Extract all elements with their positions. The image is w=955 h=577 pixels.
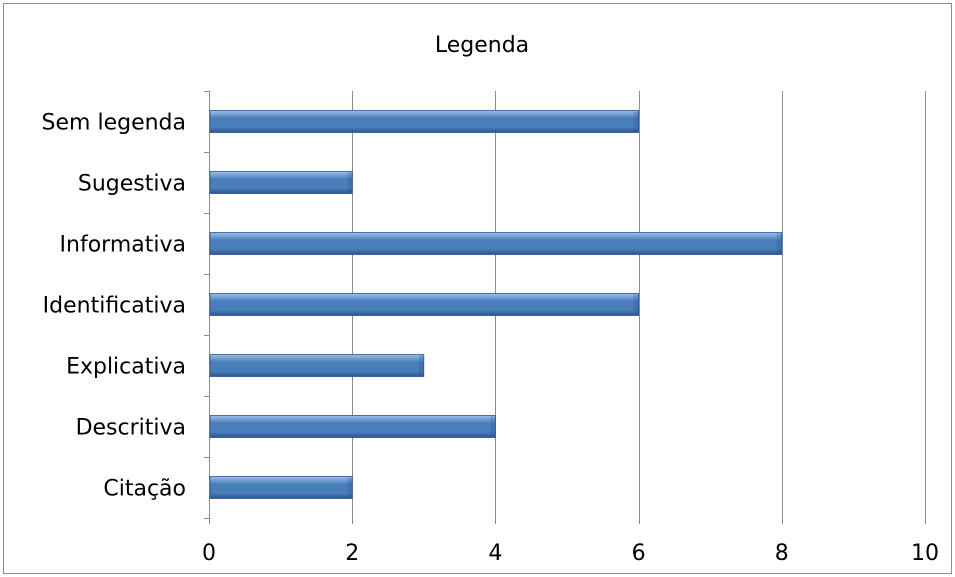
bar-sem-legenda: [209, 110, 640, 133]
category-label: Descritiva: [76, 416, 186, 441]
bar-end-shade: [490, 416, 496, 437]
bar-sugestiva: [209, 171, 353, 194]
category-label: Sugestiva: [78, 172, 186, 197]
x-tick-label-0: 0: [202, 541, 216, 566]
label-layer: 0 2 4 6 8 10 Sem legenda Sugestiva Informativa Id…: [42, 111, 939, 567]
category-label: Citação: [103, 477, 186, 502]
bar-end-shade: [776, 233, 782, 254]
bar-citação: [209, 476, 353, 499]
chart-frame: [3, 3, 952, 574]
bar-informativa: [209, 232, 783, 255]
axis-layer: [204, 91, 926, 524]
x-tick-label-10: 10: [911, 541, 939, 566]
chart-title: Legenda: [435, 33, 529, 58]
bar-descritiva: [209, 415, 496, 438]
bar-end-shade: [633, 111, 639, 132]
bar-layer: [209, 110, 783, 499]
bar-end-shade: [633, 294, 639, 315]
bar-identificativa: [209, 293, 640, 316]
x-tick-label-4: 4: [488, 541, 502, 566]
bar-end-shade: [347, 477, 353, 498]
category-label: Identificativa: [43, 294, 186, 319]
bar-end-shade: [347, 172, 353, 193]
category-label: Sem legenda: [42, 111, 186, 136]
bar-end-shade: [418, 355, 424, 376]
x-tick-label-6: 6: [632, 541, 646, 566]
x-tick-label-8: 8: [775, 541, 789, 566]
category-label: Informativa: [60, 233, 186, 258]
bar-explicativa: [209, 354, 425, 377]
x-tick-label-2: 2: [345, 541, 359, 566]
category-label: Explicativa: [66, 355, 186, 380]
